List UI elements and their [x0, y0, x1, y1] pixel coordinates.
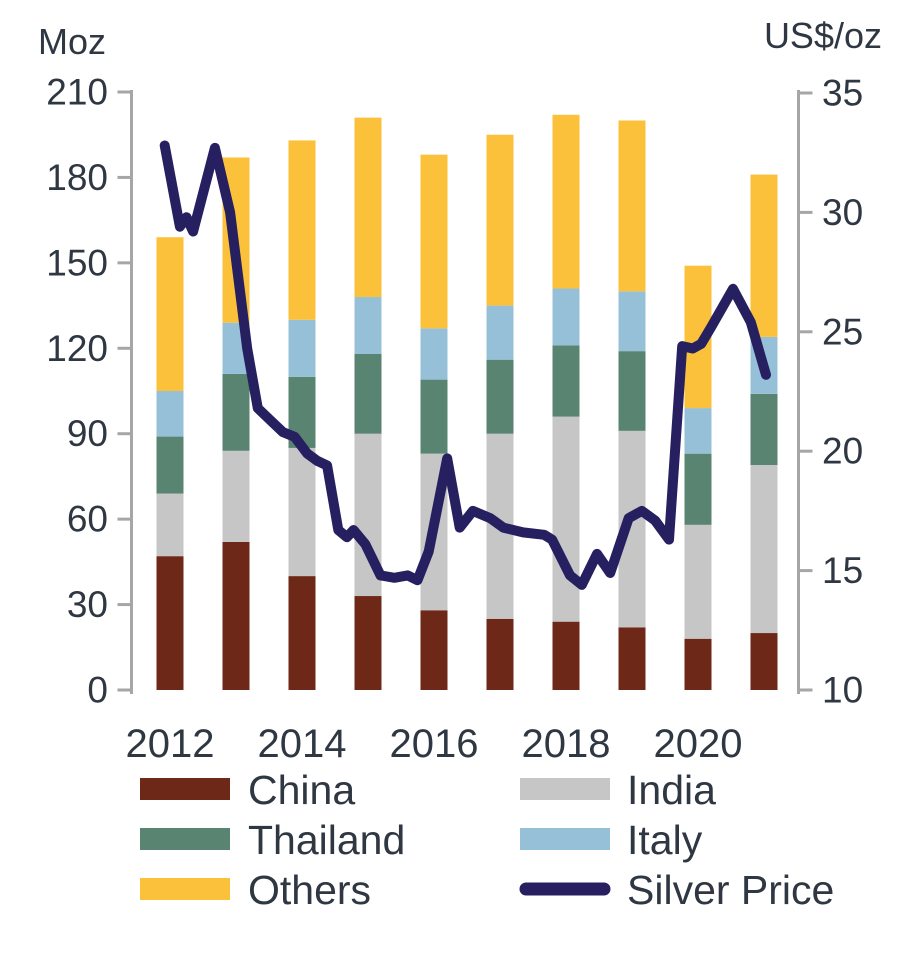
left-axis-tick-label: 210	[46, 72, 108, 113]
legend-item-china[interactable]: China	[140, 767, 355, 813]
bar-segment-2016-thailand[interactable]	[420, 379, 448, 454]
bar-segment-2016-italy[interactable]	[420, 328, 448, 380]
bar-segment-2014-india[interactable]	[288, 447, 316, 577]
bar-segment-2018-china[interactable]	[552, 621, 580, 690]
bar-segment-2013-thailand[interactable]	[222, 373, 250, 451]
left-axis-tick-label: 90	[67, 413, 108, 454]
bar-segment-2018-others[interactable]	[552, 114, 580, 289]
bar-segment-2021-thailand[interactable]	[750, 393, 778, 466]
bar-segment-2015-china[interactable]	[354, 596, 382, 690]
bar-segment-2018-italy[interactable]	[552, 288, 580, 346]
bar-segment-2016-china[interactable]	[420, 610, 448, 690]
legend-swatch-italy	[520, 828, 610, 850]
x-axis-label-2018: 2018	[522, 722, 611, 766]
right-axis-title: US$/oz	[764, 15, 882, 56]
bar-segment-2014-china[interactable]	[288, 576, 316, 690]
right-axis-tick-label: 15	[822, 550, 863, 591]
left-axis-tick-label: 0	[87, 670, 108, 711]
bar-segment-2014-italy[interactable]	[288, 319, 316, 377]
bar-segment-2012-india[interactable]	[156, 493, 184, 557]
bar-segment-2021-others[interactable]	[750, 174, 778, 337]
x-axis-label-2012: 2012	[126, 722, 215, 766]
axes-layer: 0 30 60 90 120 150 180 210 10 15 20 25 30 35	[46, 72, 863, 711]
legend-item-others[interactable]: Others	[140, 867, 371, 913]
bar-segment-2017-thailand[interactable]	[486, 359, 514, 434]
silver-price-line[interactable]	[159, 140, 771, 590]
bar-segment-2019-italy[interactable]	[618, 291, 646, 352]
bar-segment-2019-others[interactable]	[618, 120, 646, 292]
legend-label-china: China	[248, 767, 355, 813]
bar-segment-2012-thailand[interactable]	[156, 436, 184, 494]
legend-swatch-india	[520, 778, 610, 800]
bar-2014	[288, 140, 316, 690]
bar-segment-2020-thailand[interactable]	[684, 453, 712, 525]
bar-segment-2015-thailand[interactable]	[354, 353, 382, 434]
left-axis-tick-label: 60	[67, 499, 108, 540]
bar-segment-2013-india[interactable]	[222, 450, 250, 542]
left-axis-tick-label: 180	[46, 157, 108, 198]
legend-label-silver-price: Silver Price	[627, 867, 834, 913]
bar-segment-2016-others[interactable]	[420, 154, 448, 329]
bar-2015	[354, 117, 382, 690]
bar-segment-2020-india[interactable]	[684, 524, 712, 639]
left-axis-tick-label: 150	[46, 242, 108, 283]
legend-swatch-china	[140, 778, 230, 800]
legend-item-italy[interactable]: Italy	[520, 817, 703, 863]
bar-segment-2012-others[interactable]	[156, 237, 184, 391]
left-axis-tick-label: 120	[46, 328, 108, 369]
bar-segment-2019-thailand[interactable]	[618, 351, 646, 431]
bar-segment-2017-others[interactable]	[486, 134, 514, 306]
right-axis-tick-label: 10	[822, 670, 863, 711]
legend-item-india[interactable]: India	[520, 767, 716, 813]
bar-2018	[552, 114, 580, 690]
bar-segment-2012-italy[interactable]	[156, 391, 184, 437]
bar-2017	[486, 134, 514, 690]
bar-segment-2012-china[interactable]	[156, 556, 184, 690]
bar-segment-2017-italy[interactable]	[486, 305, 514, 360]
bar-segment-2015-italy[interactable]	[354, 297, 382, 354]
bar-2012	[156, 237, 184, 690]
bar-segment-2013-china[interactable]	[222, 541, 250, 690]
legend-layer: China India Thailand Italy Others Silver Pric…	[140, 767, 834, 913]
bar-2021	[750, 174, 778, 690]
legend-swatch-thailand	[140, 828, 230, 850]
bar-segment-2021-india[interactable]	[750, 465, 778, 634]
legend-item-silver-price[interactable]: Silver Price	[519, 867, 834, 913]
right-axis-tick-label: 35	[822, 73, 863, 114]
bar-segment-2020-italy[interactable]	[684, 408, 712, 454]
bars-layer	[156, 114, 778, 690]
bar-segment-2020-china[interactable]	[684, 638, 712, 690]
x-axis-label-2016: 2016	[390, 722, 479, 766]
left-axis-tick-label: 30	[67, 584, 108, 625]
legend-label-india: India	[627, 767, 716, 813]
bar-segment-2021-china[interactable]	[750, 633, 778, 690]
bar-segment-2014-others[interactable]	[288, 140, 316, 320]
labels-layer: 2012 2014 2016 2018 2020	[126, 722, 743, 766]
bar-segment-2018-india[interactable]	[552, 416, 580, 622]
right-axis-tick-label: 25	[822, 311, 863, 352]
line-layer	[159, 140, 771, 590]
bar-segment-2015-others[interactable]	[354, 117, 382, 298]
legend-swatch-others	[140, 878, 230, 900]
right-axis-tick-label: 30	[822, 192, 863, 233]
legend-label-others: Others	[248, 867, 371, 913]
bar-segment-2017-china[interactable]	[486, 618, 514, 690]
right-axis-tick-label: 20	[822, 431, 863, 472]
bar-2016	[420, 154, 448, 690]
legend-item-thailand[interactable]: Thailand	[140, 817, 405, 863]
left-axis-title: Moz	[38, 21, 106, 62]
legend-label-thailand: Thailand	[248, 817, 405, 863]
bar-segment-2018-thailand[interactable]	[552, 345, 580, 417]
x-axis-label-2020: 2020	[654, 722, 743, 766]
bar-2019	[618, 120, 646, 690]
x-axis-label-2014: 2014	[258, 722, 347, 766]
bar-2020	[684, 265, 712, 690]
legend-label-italy: Italy	[627, 817, 703, 863]
bar-segment-2019-china[interactable]	[618, 627, 646, 690]
